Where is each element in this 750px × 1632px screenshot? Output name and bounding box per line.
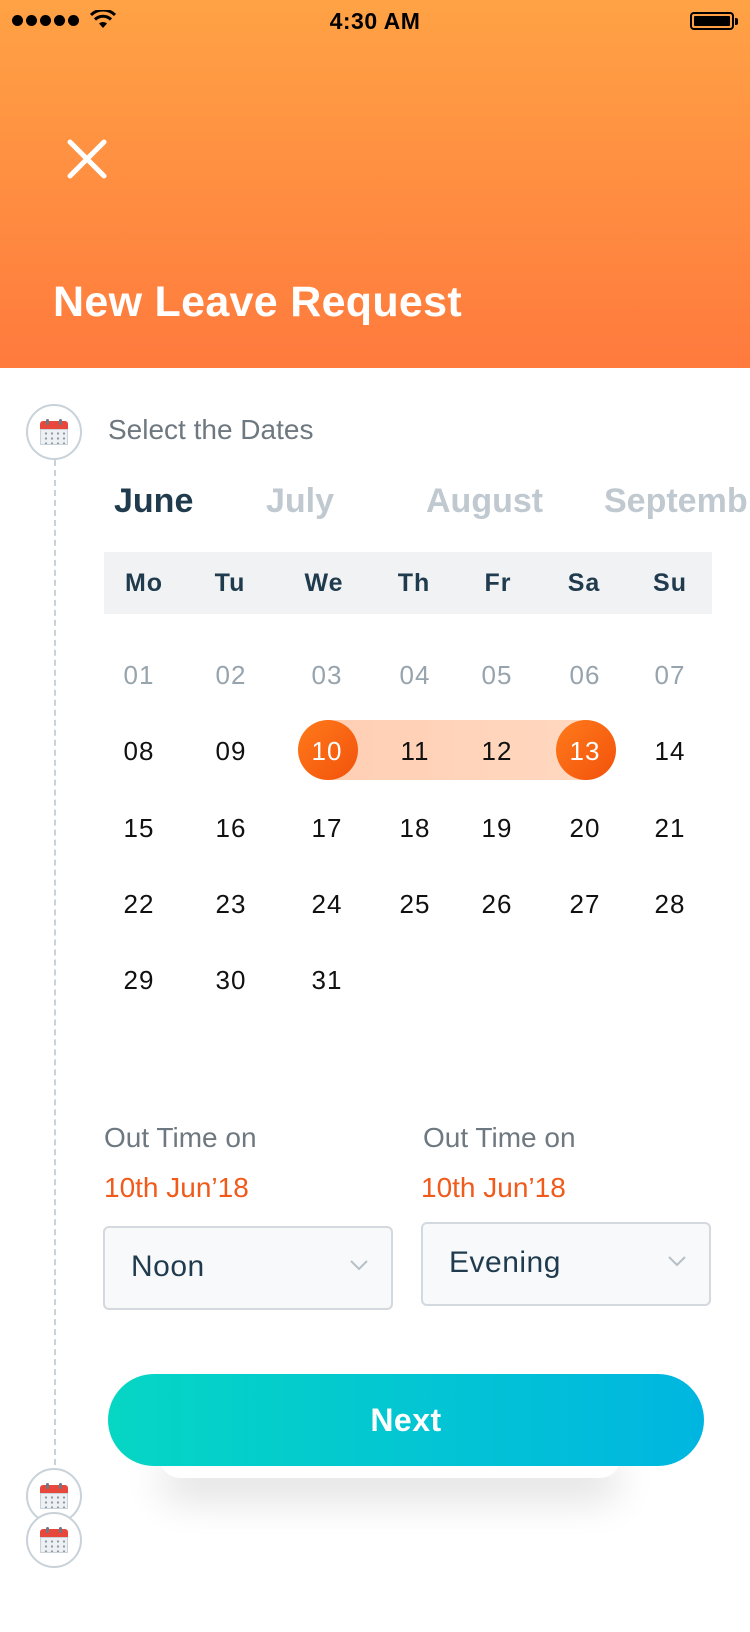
range-end-marker (556, 720, 616, 780)
month-september[interactable]: Septemb (604, 482, 748, 520)
day-cell[interactable]: 24 (311, 889, 343, 919)
selected-range (326, 720, 586, 780)
day-cell[interactable]: 27 (569, 889, 601, 919)
weekday-su: Su (653, 569, 687, 597)
day-cell[interactable]: 03 (311, 660, 343, 690)
battery-icon (690, 12, 738, 30)
day-cell[interactable]: 08 (123, 736, 155, 766)
day-cell[interactable]: 23 (215, 889, 247, 919)
day-cell[interactable]: 26 (481, 889, 513, 919)
page-title: New Leave Request (53, 278, 462, 326)
day-cell[interactable]: 02 (215, 660, 247, 690)
range-start-marker (298, 720, 358, 780)
step-three-calendar-icon (26, 1512, 82, 1568)
out-time-select-left[interactable]: Noon (103, 1226, 393, 1310)
day-cell[interactable]: 07 (654, 660, 686, 690)
out-time-select-right[interactable]: Evening (421, 1222, 711, 1306)
chevron-down-icon (350, 1260, 368, 1271)
day-cell[interactable]: 19 (481, 813, 513, 843)
month-august[interactable]: August (426, 482, 544, 520)
day-cell[interactable]: 05 (481, 660, 513, 690)
day-cell[interactable]: 12 (481, 736, 513, 766)
wifi-icon (90, 10, 116, 28)
status-bar: 4:30 AM (0, 0, 750, 44)
day-cell[interactable]: 21 (654, 813, 686, 843)
out-time-label-right: Out Time on (423, 1122, 576, 1153)
status-time: 4:30 AM (329, 8, 421, 34)
day-cell[interactable]: 31 (311, 965, 343, 995)
day-cell[interactable]: 11 (400, 736, 430, 766)
close-icon[interactable] (60, 132, 114, 186)
day-cell[interactable]: 17 (311, 813, 343, 843)
day-cell[interactable]: 06 (569, 660, 601, 690)
day-cell[interactable]: 14 (654, 736, 686, 766)
step-label: Select the Dates (108, 414, 314, 445)
weekday-header: Mo Tu We Th Fr Sa Su (104, 552, 712, 614)
next-button[interactable]: Next (108, 1374, 704, 1466)
month-selector: June July August Septemb (0, 470, 750, 530)
day-cell[interactable]: 04 (399, 660, 431, 690)
signal-icon (12, 15, 79, 26)
weekday-th: Th (397, 569, 431, 597)
day-cell[interactable]: 01 (123, 660, 155, 690)
calendar-icon (40, 1483, 68, 1509)
month-july[interactable]: July (266, 482, 335, 520)
day-cell[interactable]: 30 (215, 965, 247, 995)
day-cell-range-start[interactable]: 10 (311, 736, 343, 766)
day-cell[interactable]: 09 (215, 736, 247, 766)
day-cell[interactable]: 15 (123, 813, 155, 843)
weekday-we: We (304, 569, 344, 597)
weekday-sa: Sa (567, 569, 601, 597)
month-june[interactable]: June (114, 482, 194, 520)
calendar-icon (40, 1527, 68, 1553)
day-cell[interactable]: 20 (569, 813, 601, 843)
day-cell[interactable]: 18 (399, 813, 431, 843)
out-time-label-left: Out Time on (104, 1122, 257, 1153)
day-cell[interactable]: 25 (399, 889, 431, 919)
out-time-value-right: Evening (449, 1246, 561, 1279)
day-cell[interactable]: 28 (654, 889, 686, 919)
weekday-mo: Mo (124, 569, 164, 597)
weekday-fr: Fr (484, 569, 512, 597)
day-cell[interactable]: 16 (215, 813, 247, 843)
weekday-tu: Tu (214, 569, 246, 597)
out-time-value-left: Noon (131, 1250, 205, 1283)
day-cell[interactable]: 22 (123, 889, 155, 919)
header: 4:30 AM New Leave Request (0, 0, 750, 368)
calendar-icon (40, 419, 68, 445)
step-dates-calendar-icon (26, 404, 82, 460)
out-time-date-right: 10th Jun’18 (421, 1172, 566, 1203)
chevron-down-icon (668, 1256, 686, 1267)
timeline-line (54, 460, 56, 1465)
day-cell[interactable]: 29 (123, 965, 155, 995)
out-time-date-left: 10th Jun’18 (104, 1172, 249, 1203)
day-cell-range-end[interactable]: 13 (569, 736, 601, 766)
